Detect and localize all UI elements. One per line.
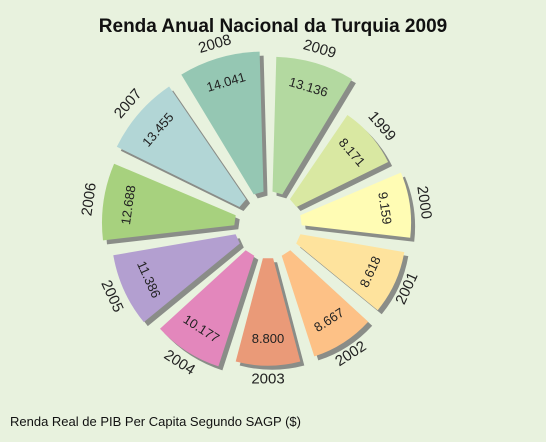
- slice-wedge-2009: [272, 56, 352, 195]
- slice-wedge-2003: [235, 258, 301, 366]
- year-label-2008: 2008: [196, 31, 233, 57]
- value-label-2006: 12.688: [118, 184, 139, 225]
- slice-wedge-2000: [300, 172, 412, 238]
- value-label-2000: 9.159: [375, 191, 394, 225]
- year-label-2003: 2003: [251, 371, 284, 388]
- slice-wedge-2008: [181, 51, 264, 195]
- slice-wedge-2005: [113, 234, 240, 323]
- slice-wedge-1999: [289, 115, 389, 207]
- year-label-2000: 2000: [413, 185, 435, 220]
- slice-wedge-2007: [116, 86, 247, 207]
- slice-2006: 12.688 2006: [78, 163, 240, 245]
- chart-title: Renda Anual Nacional da Turquia 2009: [98, 16, 448, 37]
- slice-wedge-2002: [281, 250, 369, 357]
- slice-wedge-2006: [102, 163, 236, 241]
- year-label-2006: 2006: [78, 182, 100, 217]
- year-label-2009: 2009: [301, 36, 338, 62]
- chart-caption: Renda Real de PIB Per Capita Segundo SAG…: [10, 414, 301, 429]
- slice-2001: 8.618 2001: [296, 234, 422, 315]
- slice-2000: 9.159 2000: [300, 172, 435, 242]
- slice-wedge-2004: [160, 250, 255, 367]
- slice-2003: 8.800 2003: [235, 258, 305, 388]
- value-label-2003: 8.800: [252, 331, 285, 346]
- slice-wedge-2001: [296, 234, 405, 311]
